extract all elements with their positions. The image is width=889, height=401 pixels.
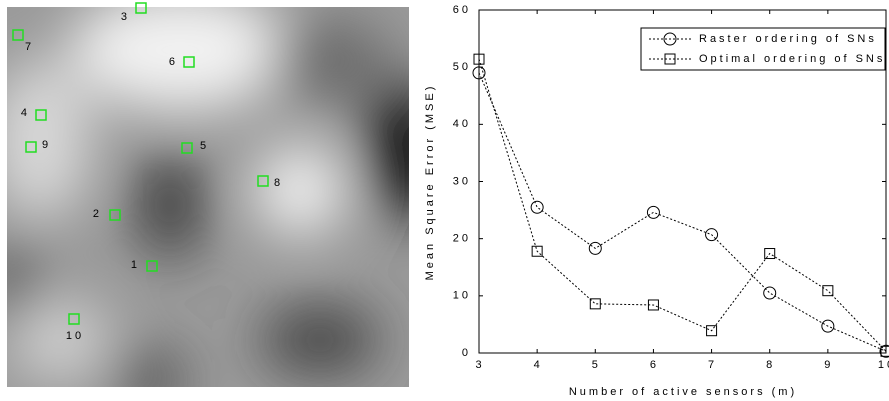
sensor-marker [257,175,269,187]
data-point [706,325,718,337]
data-point [588,241,602,255]
x-tick-label: 9 [824,359,833,371]
data-point [705,228,719,242]
x-tick-label: 3 [475,359,484,371]
legend-marker [663,32,677,46]
sensor-label: 10 [66,330,84,342]
data-point [473,53,485,65]
data-point [646,205,660,219]
data-point [472,66,486,80]
y-tick-label: 0 [462,347,471,359]
sensor-marker [109,209,121,221]
sensor-label: 9 [42,139,51,151]
y-tick-label: 50 [453,61,471,73]
sensor-marker [146,260,158,272]
data-point [530,200,544,214]
sensor-label: 4 [21,107,30,119]
y-tick-label: 20 [453,233,471,245]
data-point [821,319,835,333]
x-tick-label: 4 [534,359,543,371]
data-point [763,286,777,300]
x-tick-label: 8 [766,359,775,371]
y-tick-label: 40 [453,118,471,130]
sensor-marker [68,313,80,325]
x-tick-label: 7 [708,359,717,371]
legend-marker [664,53,676,65]
sensor-marker [25,141,37,153]
legend-box [640,27,886,71]
y-axis-label: Mean Square Error (MSE) [424,84,436,281]
line-chart: Number of active sensors (m) Mean Square… [424,4,889,398]
sensors: 1 2 3 4 5 6 7 8 9 10 [12,2,283,342]
y-tick-label: 10 [453,290,471,302]
data-point [880,345,889,357]
sensor-marker [181,142,193,154]
y-tick-label: 60 [453,4,471,16]
series-line [478,59,887,352]
x-tick-label: 10 [878,359,889,371]
x-axis-label: Number of active sensors (m) [569,386,797,398]
sensor-label: 6 [169,56,178,68]
x-tick-label: 5 [592,359,601,371]
sensor-marker [183,56,195,68]
sensor-marker [135,2,147,14]
data-point [647,299,659,311]
series-line [478,72,887,352]
data-point [764,248,776,260]
data-point [879,344,889,358]
data-point [589,298,601,310]
sensor-label: 8 [274,177,283,189]
data-point [531,245,543,257]
y-tick-label: 30 [453,175,471,187]
data-point [822,285,834,297]
field-map [7,7,409,387]
sensor-marker [12,29,24,41]
sensor-label: 1 [131,259,140,271]
sensor-label: 3 [121,11,130,23]
x-tick-label: 6 [650,359,659,371]
sensor-label: 7 [25,41,34,53]
sensor-label: 2 [93,208,102,220]
legend-label: Raster ordering of SNs [699,33,877,45]
sensor-marker [35,109,47,121]
sensor-label: 5 [200,140,209,152]
legend-label: Optimal ordering of SNs [699,53,885,65]
